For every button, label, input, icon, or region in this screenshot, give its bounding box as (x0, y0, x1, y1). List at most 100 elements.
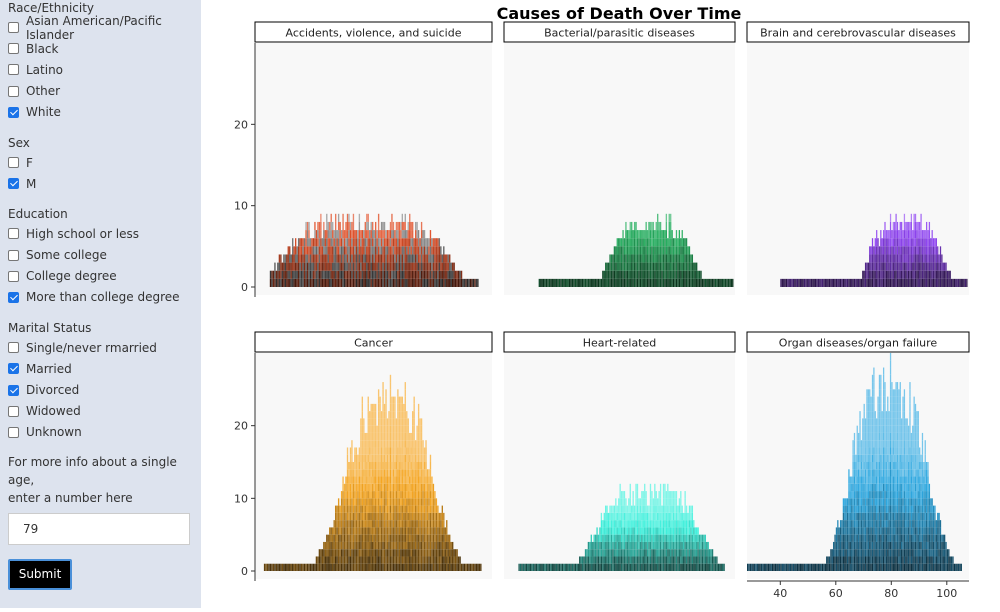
checkbox-icon[interactable] (8, 228, 19, 239)
histogram-bar (598, 549, 599, 556)
education-option[interactable]: More than college degree (8, 287, 201, 308)
histogram-bar (657, 506, 658, 513)
histogram-bar (937, 279, 938, 287)
histogram-bar (941, 254, 942, 262)
checkbox-icon[interactable] (8, 22, 19, 33)
histogram-bar (794, 564, 795, 571)
checkbox-icon[interactable] (8, 271, 19, 282)
histogram-bar (418, 564, 419, 571)
histogram-bar (436, 498, 437, 505)
histogram-bar (366, 484, 367, 491)
education-option[interactable]: College degree (8, 266, 201, 287)
sex-option[interactable]: F (8, 152, 201, 173)
histogram-bar (697, 542, 698, 549)
histogram-bar (657, 520, 658, 527)
histogram-bar (684, 556, 685, 563)
histogram-bar (350, 455, 351, 462)
checkbox-icon[interactable] (8, 250, 19, 261)
histogram-bar (839, 564, 840, 571)
histogram-bar (865, 498, 866, 505)
histogram-bar (362, 271, 363, 279)
histogram-bar (422, 263, 423, 271)
histogram-bar (320, 254, 321, 262)
histogram-bar (351, 254, 352, 262)
marital-option[interactable]: Widowed (8, 401, 201, 422)
histogram-bar (634, 246, 635, 254)
histogram-bar (604, 542, 605, 549)
histogram-bar (418, 271, 419, 279)
histogram-bar (682, 542, 683, 549)
checkbox-icon[interactable] (8, 86, 19, 97)
histogram-bar (406, 455, 407, 462)
histogram-bar (889, 246, 890, 254)
histogram-bar (620, 527, 621, 534)
histogram-bar (329, 263, 330, 271)
checked-checkbox-icon[interactable] (8, 107, 19, 118)
histogram-bar (680, 506, 681, 513)
histogram-bar (379, 397, 380, 404)
checkbox-icon[interactable] (8, 157, 19, 168)
histogram-bar (679, 238, 680, 246)
histogram-bar (589, 542, 590, 549)
histogram-bar (382, 254, 383, 262)
histogram-bar (442, 564, 443, 571)
histogram-bar (396, 477, 397, 484)
histogram-bar (671, 556, 672, 563)
age-input[interactable]: 79 (8, 513, 190, 545)
checkbox-icon[interactable] (8, 43, 19, 54)
histogram-bar (815, 279, 816, 287)
education-option[interactable]: Some college (8, 245, 201, 266)
checkbox-icon[interactable] (8, 406, 19, 417)
checkbox-icon[interactable] (8, 64, 19, 75)
race-option[interactable]: Latino (8, 59, 201, 80)
histogram-bar (366, 447, 367, 454)
histogram-bar (326, 271, 327, 279)
checked-checkbox-icon[interactable] (8, 178, 19, 189)
histogram-bar (693, 279, 694, 287)
race-option[interactable]: Asian American/Pacific Islander (8, 17, 201, 38)
histogram-bar (385, 246, 386, 254)
race-option[interactable]: Other (8, 81, 201, 102)
histogram-bar (421, 222, 422, 230)
histogram-bar (621, 271, 622, 279)
submit-button[interactable]: Submit (8, 559, 72, 590)
histogram-bar (884, 246, 885, 254)
histogram-bar (891, 254, 892, 262)
histogram-bar (390, 462, 391, 469)
histogram-bar (839, 549, 840, 556)
marital-option[interactable]: Married (8, 358, 201, 379)
histogram-bar (690, 535, 691, 542)
checkbox-icon[interactable] (8, 342, 19, 353)
histogram-bar (895, 263, 896, 271)
histogram-bar (876, 542, 877, 549)
histogram-bar (353, 271, 354, 279)
histogram-bar (858, 506, 859, 513)
histogram-bar (861, 535, 862, 542)
histogram-bar (363, 440, 364, 447)
marital-option[interactable]: Single/never rmarried (8, 337, 201, 358)
histogram-bar (374, 513, 375, 520)
histogram-bar (669, 527, 670, 534)
checked-checkbox-icon[interactable] (8, 292, 19, 303)
histogram-bar (477, 564, 478, 571)
histogram-bar (647, 520, 648, 527)
histogram-bar (411, 556, 412, 563)
checkbox-icon[interactable] (8, 427, 19, 438)
histogram-bar (862, 498, 863, 505)
race-option[interactable]: White (8, 102, 201, 123)
histogram-bar (369, 271, 370, 279)
histogram-bar (684, 542, 685, 549)
histogram-bar (651, 271, 652, 279)
marital-option[interactable]: Unknown (8, 422, 201, 443)
histogram-bar (640, 549, 641, 556)
checked-checkbox-icon[interactable] (8, 363, 19, 374)
education-option[interactable]: High school or less (8, 223, 201, 244)
histogram-bar (378, 440, 379, 447)
sex-option[interactable]: M (8, 173, 201, 194)
checked-checkbox-icon[interactable] (8, 385, 19, 396)
histogram-bar (409, 214, 410, 222)
histogram-bar (393, 222, 394, 230)
marital-option[interactable]: Divorced (8, 379, 201, 400)
histogram-bar (693, 263, 694, 271)
